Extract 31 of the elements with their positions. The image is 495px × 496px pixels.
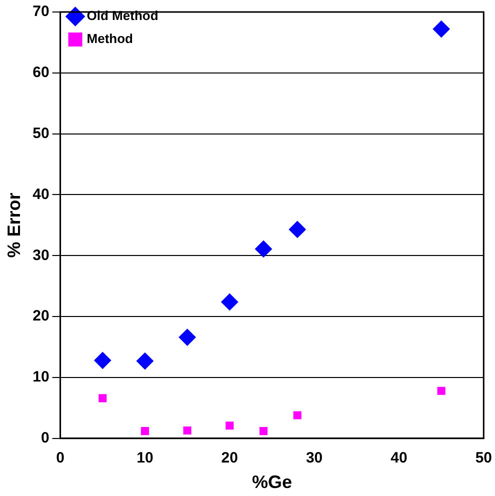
x-tick-label: 0 <box>56 450 64 467</box>
point <box>183 426 192 435</box>
x-tick-label: 40 <box>390 450 408 467</box>
point <box>140 427 149 436</box>
point <box>178 328 196 346</box>
y-tick-label: 30 <box>32 246 50 264</box>
point <box>98 394 107 402</box>
point <box>221 293 238 310</box>
y-tick-label: 40 <box>32 186 50 203</box>
y-tick-label: 20 <box>32 308 50 325</box>
point <box>136 352 154 370</box>
y-tick-label: 10 <box>32 368 50 386</box>
point <box>94 352 112 369</box>
y-tick-label: 0 <box>40 430 50 447</box>
point <box>432 20 450 38</box>
point <box>437 386 446 395</box>
x-tick-label: 30 <box>306 450 323 467</box>
x-tick-label: 10 <box>136 450 154 467</box>
point <box>293 411 302 420</box>
x-tick-label: 20 <box>221 450 238 467</box>
legend-label: Method <box>86 31 134 46</box>
point <box>288 220 306 238</box>
x-tick-label: 50 <box>475 450 492 467</box>
y-tick-label: 70 <box>32 3 50 20</box>
point <box>255 240 272 258</box>
point <box>259 427 268 436</box>
point <box>226 422 234 430</box>
y-axis-title: % Error <box>4 192 24 258</box>
x-axis-title: %Ge <box>252 472 292 492</box>
y-tick-label: 60 <box>32 64 50 82</box>
y-tick-label: 50 <box>32 124 50 142</box>
